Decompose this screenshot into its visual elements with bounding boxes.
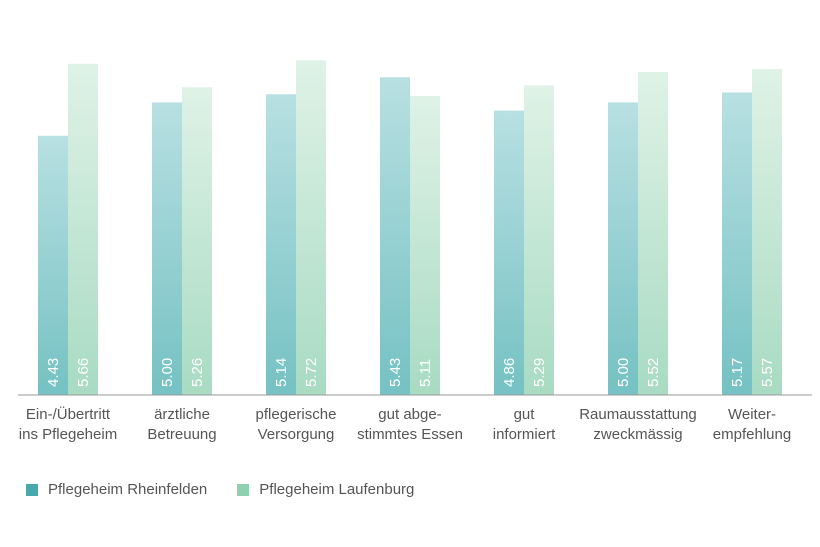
value-label-series0-cat0: 4.43 <box>45 358 62 387</box>
value-label-series0-cat4: 4.86 <box>501 358 518 387</box>
value-label-series1-cat0: 5.66 <box>75 358 92 387</box>
legend-swatch-laufenburg <box>237 483 250 496</box>
value-label-series0-cat1: 5.00 <box>159 358 176 387</box>
legend-label-laufenburg: Pflegeheim Laufenburg <box>259 481 415 498</box>
value-label-series0-cat3: 5.43 <box>387 358 404 387</box>
bar-series1-cat6 <box>752 69 782 395</box>
legend-swatch-rheinfelden <box>26 483 38 496</box>
bar-series0-cat3 <box>380 77 410 396</box>
category-label-6: Weiter-empfehlung <box>713 406 791 443</box>
category-label-1: ärztliche Betreuung <box>147 406 216 443</box>
value-label-series0-cat6: 5.17 <box>729 358 746 387</box>
bar-series1-cat3 <box>410 95 440 395</box>
value-label-series1-cat2: 5.72 <box>303 358 320 387</box>
bars-group <box>38 60 782 396</box>
bar-series0-cat0 <box>38 135 68 395</box>
bar-series0-cat6 <box>722 92 752 396</box>
category-label-5: Raumausstattung zweckmässig <box>579 406 697 443</box>
bar-series1-cat5 <box>638 71 668 395</box>
bar-series1-cat2 <box>296 60 326 396</box>
bar-series0-cat5 <box>608 102 638 396</box>
value-label-series1-cat3: 5.11 <box>417 359 434 387</box>
category-label-2: pflegerische Versorgung <box>256 406 337 443</box>
bar-series1-cat4 <box>524 85 554 395</box>
category-label-4: gut informiert <box>493 406 556 443</box>
bar-series0-cat1 <box>152 102 182 396</box>
value-label-series0-cat5: 5.00 <box>615 358 632 387</box>
legend: Pflegeheim Rheinfelden Pflegeheim Laufen… <box>26 481 414 498</box>
value-label-series1-cat6: 5.57 <box>759 358 776 387</box>
value-label-series1-cat4: 5.29 <box>531 358 548 387</box>
value-label-series0-cat2: 5.14 <box>273 358 290 387</box>
category-label-3: gut abge-stimmtes Essen <box>357 406 463 443</box>
value-label-series1-cat5: 5.52 <box>645 358 662 387</box>
category-labels-group: Ein-/Übertritt ins Pflegeheim ärztliche Bet… <box>19 405 791 443</box>
legend-label-rheinfelden: Pflegeheim Rheinfelden <box>48 481 208 498</box>
category-label-0: Ein-/Übertritt ins Pflegeheim <box>19 405 117 443</box>
value-label-series1-cat1: 5.26 <box>189 358 206 387</box>
value-labels-group: 4.43 5.66 5.00 5.26 5.14 5.72 5.43 5.11 4.86 5.29… <box>45 358 776 387</box>
bar-series1-cat0 <box>68 63 98 396</box>
legend-item-laufenburg: Pflegeheim Laufenburg <box>237 481 414 498</box>
bar-series0-cat4 <box>494 110 524 395</box>
bar-series1-cat1 <box>182 87 212 395</box>
bar-series0-cat2 <box>266 94 296 395</box>
legend-item-rheinfelden: Pflegeheim Rheinfelden <box>26 481 207 498</box>
